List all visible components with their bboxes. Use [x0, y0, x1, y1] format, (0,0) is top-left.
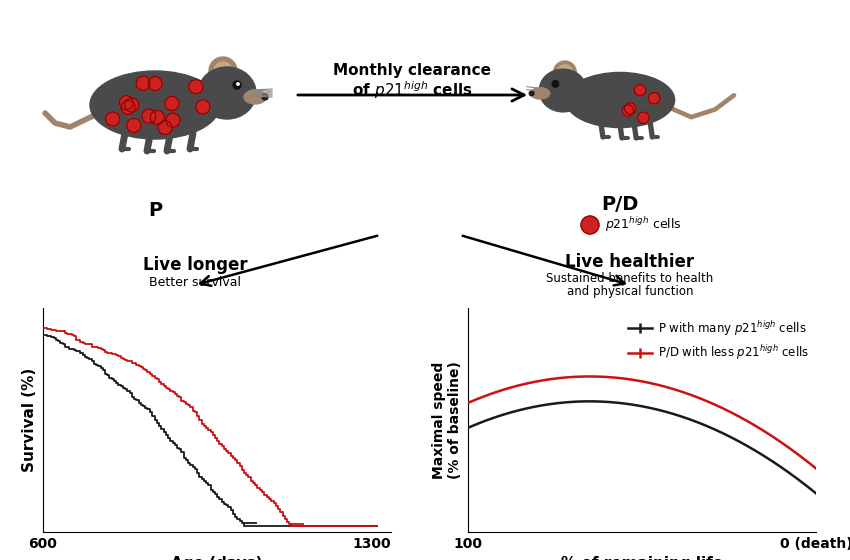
Ellipse shape: [90, 71, 220, 139]
Circle shape: [625, 102, 636, 114]
Circle shape: [638, 112, 649, 123]
Circle shape: [237, 83, 239, 85]
Y-axis label: Survival (%): Survival (%): [22, 368, 37, 472]
Text: Better survival: Better survival: [149, 276, 241, 288]
Circle shape: [214, 62, 232, 80]
Circle shape: [142, 109, 156, 123]
Circle shape: [158, 120, 172, 134]
Circle shape: [150, 110, 164, 124]
Circle shape: [127, 119, 141, 133]
Circle shape: [622, 105, 633, 116]
Legend: P with many $\it{p21}^{high}$ cells, P/D with less $\it{p21}^{high}$ cells: P with many $\it{p21}^{high}$ cells, P/D…: [623, 314, 813, 367]
Circle shape: [165, 96, 178, 110]
Circle shape: [262, 94, 268, 100]
Circle shape: [233, 81, 241, 89]
Ellipse shape: [244, 90, 266, 104]
Text: Live healthier: Live healthier: [565, 253, 694, 271]
Circle shape: [553, 61, 576, 84]
Circle shape: [558, 65, 573, 80]
Circle shape: [119, 96, 133, 110]
Ellipse shape: [530, 88, 550, 99]
Circle shape: [105, 112, 120, 126]
X-axis label: Age (days): Age (days): [171, 557, 263, 560]
Circle shape: [530, 91, 534, 96]
Text: of $\it{p21}^{high}$ cells: of $\it{p21}^{high}$ cells: [352, 79, 473, 101]
Text: and physical function: and physical function: [567, 286, 694, 298]
Circle shape: [196, 100, 210, 114]
Circle shape: [148, 77, 162, 91]
Circle shape: [121, 100, 135, 114]
Ellipse shape: [539, 69, 586, 112]
Ellipse shape: [565, 72, 675, 128]
Text: P: P: [148, 200, 162, 220]
Circle shape: [136, 76, 150, 90]
Text: Sustained benefits to health: Sustained benefits to health: [547, 272, 714, 284]
Circle shape: [166, 113, 180, 127]
Y-axis label: Maximal speed
(% of baseline): Maximal speed (% of baseline): [432, 361, 462, 479]
Circle shape: [189, 80, 203, 94]
Circle shape: [649, 92, 660, 104]
Circle shape: [125, 98, 139, 112]
Circle shape: [209, 57, 237, 85]
Text: P/D: P/D: [601, 195, 638, 214]
Text: Live longer: Live longer: [143, 256, 247, 274]
Text: $\it{p21}^{high}$ cells: $\it{p21}^{high}$ cells: [605, 216, 682, 235]
Circle shape: [634, 85, 646, 96]
Circle shape: [581, 216, 599, 234]
Text: Monthly clearance: Monthly clearance: [333, 63, 491, 77]
Ellipse shape: [198, 67, 256, 119]
Circle shape: [552, 81, 558, 87]
X-axis label: % of remaining life: % of remaining life: [561, 557, 722, 560]
